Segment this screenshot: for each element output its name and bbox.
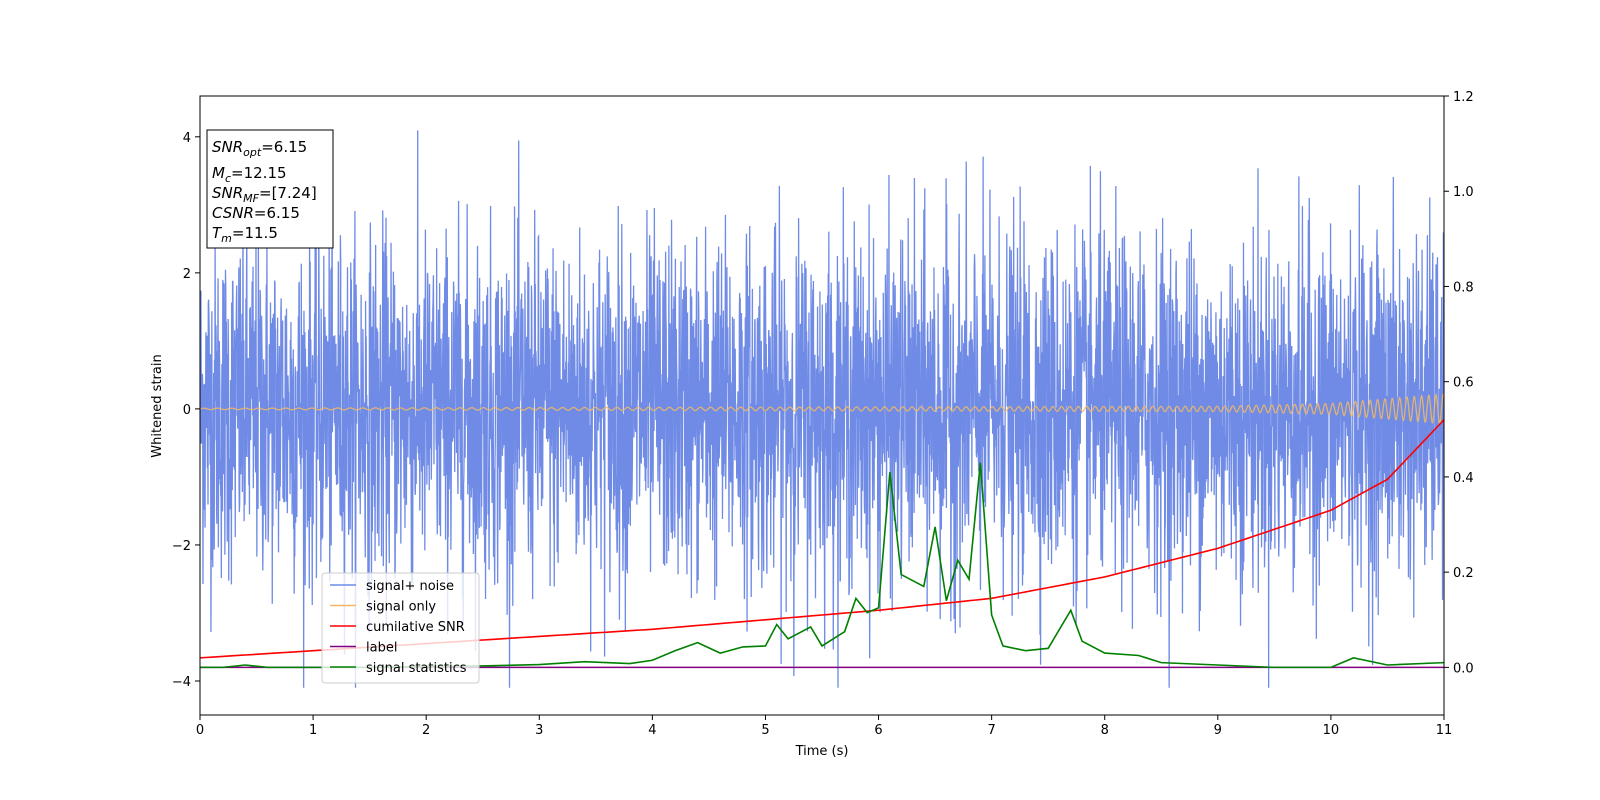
y-right-tick-label: 0.8 [1453,280,1474,295]
y-right-tick-label: 0.4 [1453,471,1474,486]
series-signal-only-line [200,392,1444,425]
y-left-tick-label: 2 [183,267,191,282]
y-axis-label: Whitened strain [150,354,165,457]
y-right-tick-label: 1.0 [1453,185,1474,200]
legend-label-signal-only: signal only [366,600,436,615]
series-signal-noise-line [200,130,1444,688]
x-tick-label: 11 [1436,723,1453,738]
y-left-tick-label: 0 [183,403,191,418]
x-tick-label: 5 [761,723,769,738]
y-right-tick-label: 0.6 [1453,376,1474,391]
plot-frame [199,95,1445,716]
x-tick-label: 8 [1101,723,1109,738]
annotation-line: SNRopt=6.15 [212,138,307,159]
legend: signal+ noise signal only cumilative SNR la… [321,572,480,684]
y-left-tick-label: 4 [183,131,191,146]
x-tick-label: 2 [422,723,430,738]
x-tick-label: 6 [874,723,882,738]
legend-label-signal-noise: signal+ noise [366,579,454,594]
x-tick-label: 1 [309,723,317,738]
axes-layer: 0 1 2 3 4 5 6 7 8 9 10 11 −4 −2 0 2 4 0.0 0.2 0.4 0.6 0.8 1.0 1… [172,90,1474,738]
x-tick-label: 0 [196,723,204,738]
legend-label-cumilative-snr: cumilative SNR [366,620,465,635]
snr-annotation-box: SNRopt=6.15 Mc=12.15SNRMF=[7.24]CSNR=6.15… [206,129,334,249]
y-left-tick-label: −2 [172,539,191,554]
series-signal-statistics-line [200,462,1444,669]
x-tick-label: 10 [1323,723,1340,738]
annotation-line: CSNR=6.15 [212,204,300,222]
legend-frame [321,572,480,684]
x-tick-label: 3 [535,723,543,738]
annotation-line: Mc=12.15 [212,164,287,185]
annotation-frame [206,129,334,249]
x-tick-label: 9 [1214,723,1222,738]
y-right-tick-label: 0.0 [1453,661,1474,676]
x-tick-label: 4 [648,723,656,738]
annotation-line: SNRMF=[7.24] [212,184,317,205]
x-tick-label: 7 [987,723,995,738]
x-axis-label: Time (s) [795,744,849,759]
y-right-tick-label: 1.2 [1453,90,1474,105]
legend-label-signal-statistics: signal statistics [366,661,467,676]
y-left-tick-label: −4 [172,675,191,690]
legend-label-label: label [366,641,397,656]
annotation-line: Tm=11.5 [212,224,278,245]
y-right-tick-label: 0.2 [1453,566,1474,581]
